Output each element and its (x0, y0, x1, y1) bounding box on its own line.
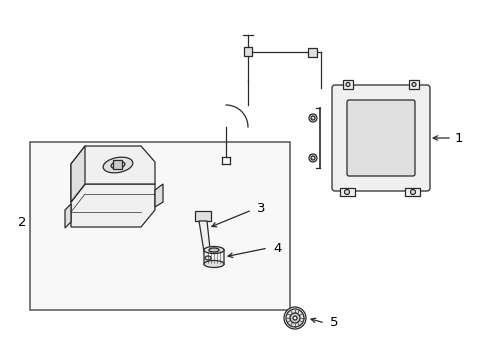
Text: 5: 5 (329, 316, 338, 329)
Text: 3: 3 (257, 202, 265, 216)
FancyBboxPatch shape (203, 249, 224, 265)
Ellipse shape (204, 256, 210, 260)
FancyBboxPatch shape (331, 85, 429, 191)
Circle shape (308, 114, 316, 122)
Circle shape (346, 82, 349, 86)
Polygon shape (65, 204, 71, 228)
Ellipse shape (111, 161, 124, 168)
Polygon shape (71, 184, 155, 227)
Polygon shape (71, 146, 155, 202)
FancyBboxPatch shape (342, 80, 352, 89)
Polygon shape (199, 221, 210, 258)
Polygon shape (195, 211, 210, 221)
Circle shape (310, 116, 314, 120)
Ellipse shape (203, 247, 224, 253)
FancyBboxPatch shape (408, 80, 418, 89)
Text: 2: 2 (18, 216, 26, 229)
Circle shape (310, 156, 314, 160)
Circle shape (411, 82, 415, 86)
Bar (244, 47, 251, 56)
Text: 4: 4 (272, 242, 281, 255)
Circle shape (409, 189, 415, 194)
Polygon shape (71, 146, 85, 202)
FancyBboxPatch shape (113, 160, 122, 169)
Text: 1: 1 (454, 131, 463, 144)
Circle shape (308, 154, 316, 162)
Circle shape (289, 313, 299, 323)
Bar (30, 142, 289, 310)
Circle shape (292, 316, 296, 320)
Polygon shape (155, 184, 163, 207)
FancyBboxPatch shape (404, 188, 419, 196)
FancyBboxPatch shape (339, 188, 354, 196)
Ellipse shape (208, 248, 219, 252)
Circle shape (344, 189, 349, 194)
FancyBboxPatch shape (346, 100, 414, 176)
Ellipse shape (103, 157, 133, 173)
Circle shape (285, 309, 304, 327)
Bar (307, 48, 316, 57)
Circle shape (284, 307, 305, 329)
Ellipse shape (203, 261, 224, 267)
